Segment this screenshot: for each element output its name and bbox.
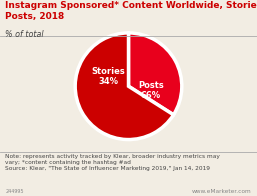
- Text: Note: represents activity tracked by Klear, broader industry metrics may
vary; *: Note: represents activity tracked by Kle…: [5, 154, 220, 171]
- Text: Posts
66%: Posts 66%: [138, 81, 164, 100]
- Text: % of total: % of total: [5, 30, 44, 39]
- Wedge shape: [128, 33, 182, 115]
- Text: Stories
34%: Stories 34%: [91, 67, 125, 86]
- Text: Instagram Sponsored* Content Worldwide, Stories vs.
Posts, 2018: Instagram Sponsored* Content Worldwide, …: [5, 1, 257, 21]
- Text: www.eMarketer.com: www.eMarketer.com: [192, 189, 252, 194]
- Text: 244995: 244995: [5, 189, 24, 194]
- Wedge shape: [75, 33, 173, 140]
